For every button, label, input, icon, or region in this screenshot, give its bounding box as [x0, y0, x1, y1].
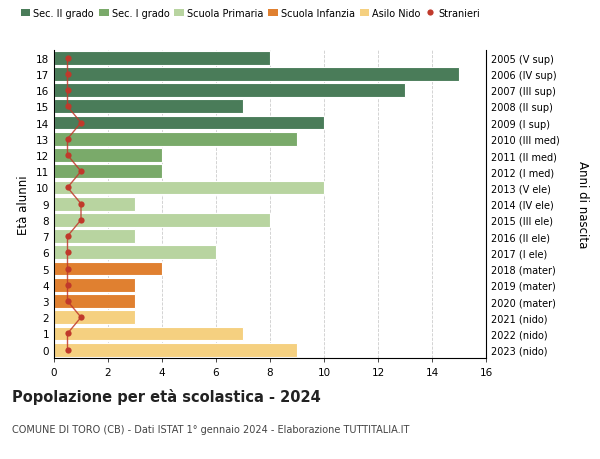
Bar: [54, 100, 243, 114]
Bar: [54, 295, 135, 308]
Bar: [54, 181, 324, 195]
Text: COMUNE DI TORO (CB) - Dati ISTAT 1° gennaio 2024 - Elaborazione TUTTITALIA.IT: COMUNE DI TORO (CB) - Dati ISTAT 1° genn…: [12, 425, 409, 435]
Y-axis label: Anni di nascita: Anni di nascita: [576, 161, 589, 248]
Bar: [54, 278, 135, 292]
Bar: [54, 117, 324, 130]
Bar: [54, 197, 135, 211]
Text: Popolazione per età scolastica - 2024: Popolazione per età scolastica - 2024: [12, 388, 321, 404]
Bar: [54, 311, 135, 325]
Bar: [54, 213, 270, 227]
Bar: [54, 68, 459, 82]
Bar: [54, 133, 297, 146]
Y-axis label: Età alunni: Età alunni: [17, 174, 31, 234]
Bar: [54, 84, 405, 98]
Bar: [54, 343, 297, 357]
Bar: [54, 230, 135, 244]
Bar: [54, 262, 162, 276]
Bar: [54, 327, 243, 341]
Legend: Sec. II grado, Sec. I grado, Scuola Primaria, Scuola Infanzia, Asilo Nido, Stran: Sec. II grado, Sec. I grado, Scuola Prim…: [17, 5, 484, 22]
Bar: [54, 165, 162, 179]
Bar: [54, 246, 216, 260]
Bar: [54, 52, 270, 66]
Bar: [54, 149, 162, 162]
